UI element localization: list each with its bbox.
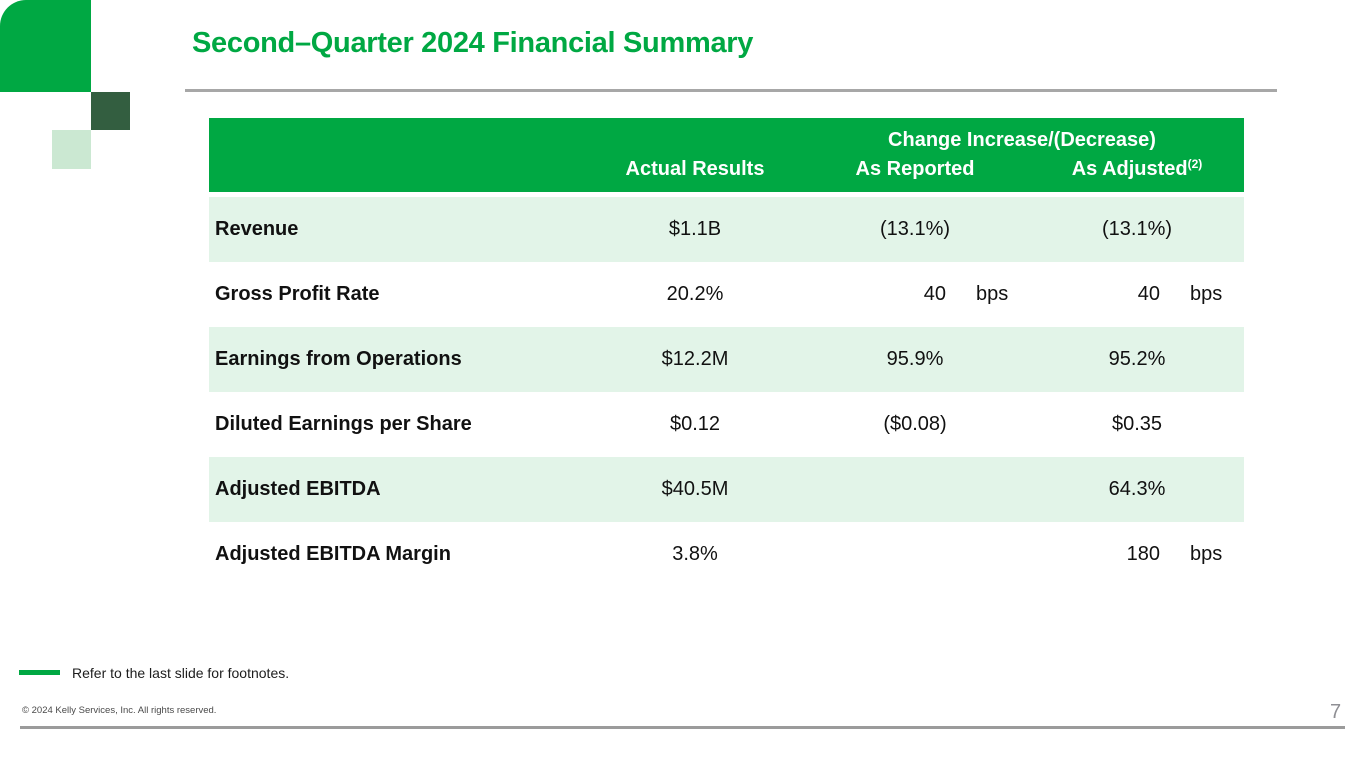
table-row-adjusted-ebitda-margin: Adjusted EBITDA Margin 3.8% 180 bps bbox=[209, 522, 1244, 587]
cell-as-reported: ($0.08) bbox=[883, 413, 947, 435]
financial-summary-table: Change Increase/(Decrease) Actual Result… bbox=[209, 118, 1244, 587]
footnote-text: Refer to the last slide for footnotes. bbox=[72, 665, 290, 681]
header-as-reported: As Reported bbox=[855, 157, 975, 180]
table-row-earnings-from-operations: Earnings from Operations $12.2M 95.9% 95… bbox=[209, 327, 1244, 392]
cell-as-adjusted: 40 bps bbox=[1030, 283, 1244, 306]
table-row-revenue: Revenue $1.1B (13.1%) (13.1%) bbox=[209, 197, 1244, 262]
cell-value: 40 bbox=[1137, 283, 1160, 305]
table-header-row-columns: Actual Results As Reported As Adjusted(2… bbox=[209, 155, 1244, 183]
cell-value: 40 bbox=[923, 283, 946, 305]
cell-actual: $1.1B bbox=[668, 218, 722, 240]
row-label: Diluted Earnings per Share bbox=[215, 413, 472, 435]
footer-divider bbox=[20, 726, 1345, 729]
cell-actual: $40.5M bbox=[661, 478, 729, 500]
cell-actual: $0.12 bbox=[669, 413, 721, 435]
cell-as-adjusted: (13.1%) bbox=[1101, 218, 1173, 240]
cell-as-adjusted: 180 bps bbox=[1030, 543, 1244, 566]
page-title: Second–Quarter 2024 Financial Summary bbox=[192, 27, 754, 59]
brand-square-large bbox=[0, 0, 91, 92]
cell-as-reported: (13.1%) bbox=[879, 218, 951, 240]
table-row-adjusted-ebitda: Adjusted EBITDA $40.5M 64.3% bbox=[209, 457, 1244, 522]
row-label: Gross Profit Rate bbox=[215, 283, 380, 305]
header-as-adjusted: As Adjusted(2) bbox=[1030, 156, 1244, 181]
header-as-adjusted-label: As Adjusted bbox=[1071, 157, 1188, 180]
page-number: 7 bbox=[1330, 701, 1342, 723]
cell-as-adjusted: 95.2% bbox=[1108, 348, 1166, 370]
cell-actual: $12.2M bbox=[661, 348, 729, 370]
row-label: Revenue bbox=[215, 218, 299, 240]
cell-as-reported: 95.9% bbox=[886, 348, 944, 370]
cell-unit: bps bbox=[1190, 543, 1223, 565]
table-header-row-group: Change Increase/(Decrease) bbox=[209, 125, 1244, 155]
row-label: Adjusted EBITDA bbox=[215, 478, 381, 500]
cell-unit: bps bbox=[1190, 283, 1223, 305]
cell-as-adjusted: $0.35 bbox=[1111, 413, 1163, 435]
cell-value: 180 bbox=[1126, 543, 1160, 565]
footnote-superscript: (2) bbox=[1187, 156, 1203, 171]
header-actual-results: Actual Results bbox=[625, 157, 765, 180]
row-label: Earnings from Operations bbox=[215, 348, 462, 370]
row-label: Adjusted EBITDA Margin bbox=[215, 543, 451, 565]
brand-square-pale bbox=[52, 130, 91, 169]
brand-square-dark bbox=[91, 92, 130, 130]
header-change-group: Change Increase/(Decrease) bbox=[888, 128, 1156, 151]
copyright-text: © 2024 Kelly Services, Inc. All rights r… bbox=[22, 705, 217, 716]
cell-actual: 20.2% bbox=[666, 283, 724, 305]
table-row-diluted-eps: Diluted Earnings per Share $0.12 ($0.08)… bbox=[209, 392, 1244, 457]
cell-unit: bps bbox=[976, 283, 1009, 305]
table-header: Change Increase/(Decrease) Actual Result… bbox=[209, 118, 1244, 192]
cell-actual: 3.8% bbox=[672, 543, 718, 565]
cell-as-adjusted: 64.3% bbox=[1108, 478, 1166, 500]
footnote-dash bbox=[19, 670, 60, 675]
title-divider bbox=[185, 89, 1277, 92]
table-row-gross-profit-rate: Gross Profit Rate 20.2% 40 bps 40 bps bbox=[209, 262, 1244, 327]
cell-as-reported: 40 bps bbox=[800, 283, 1030, 306]
